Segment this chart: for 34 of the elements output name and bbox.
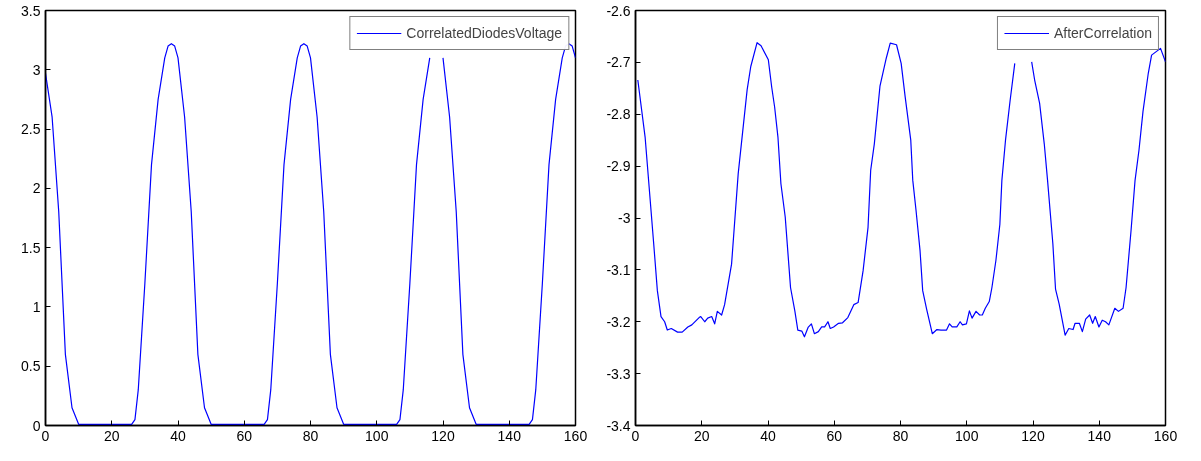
x-tick-label: 120 — [431, 427, 455, 444]
x-tick-label: 80 — [892, 427, 909, 444]
y-tick-label: 2.5 — [21, 121, 41, 138]
x-tick-label: 40 — [170, 427, 186, 444]
x-tick-label: 20 — [103, 427, 120, 444]
x-tick-label: 140 — [497, 427, 522, 444]
y-tick-label: -3.4 — [606, 417, 631, 434]
y-tick-label: 0.5 — [21, 358, 41, 375]
x-tick-label: 160 — [1153, 427, 1178, 444]
y-tick-label: -3 — [618, 210, 631, 226]
x-tick-label: 100 — [365, 427, 389, 444]
y-tick-label: -2.8 — [606, 106, 631, 123]
x-tick-label: 160 — [563, 427, 588, 444]
x-tick-label: 40 — [760, 427, 776, 444]
y-tick-label: 3.5 — [21, 2, 41, 19]
x-tick-label: 20 — [693, 427, 710, 444]
y-tick-label: 1.5 — [21, 239, 41, 256]
x-tick-label: 60 — [236, 427, 253, 444]
y-tick-label: -3.2 — [606, 313, 631, 330]
x-tick-label: 120 — [1021, 427, 1045, 444]
y-tick-label: -3.3 — [606, 365, 631, 382]
x-tick-label: 60 — [826, 427, 843, 444]
y-tick-label: -2.6 — [606, 2, 631, 19]
y-tick-label: 3 — [32, 61, 41, 78]
y-tick-label: -2.7 — [606, 54, 631, 71]
y-tick-label: 2 — [32, 180, 41, 197]
legend-label: CorrelatedDiodesVoltage — [406, 25, 562, 41]
x-tick-label: 100 — [955, 427, 979, 444]
y-tick-label: -2.9 — [606, 158, 631, 175]
x-tick-label: 80 — [302, 427, 319, 444]
y-tick-label: 1 — [32, 298, 41, 315]
y-tick-label: -3.1 — [606, 261, 631, 278]
legend-label: AfterCorrelation — [1053, 25, 1152, 41]
x-tick-label: 140 — [1087, 427, 1112, 444]
